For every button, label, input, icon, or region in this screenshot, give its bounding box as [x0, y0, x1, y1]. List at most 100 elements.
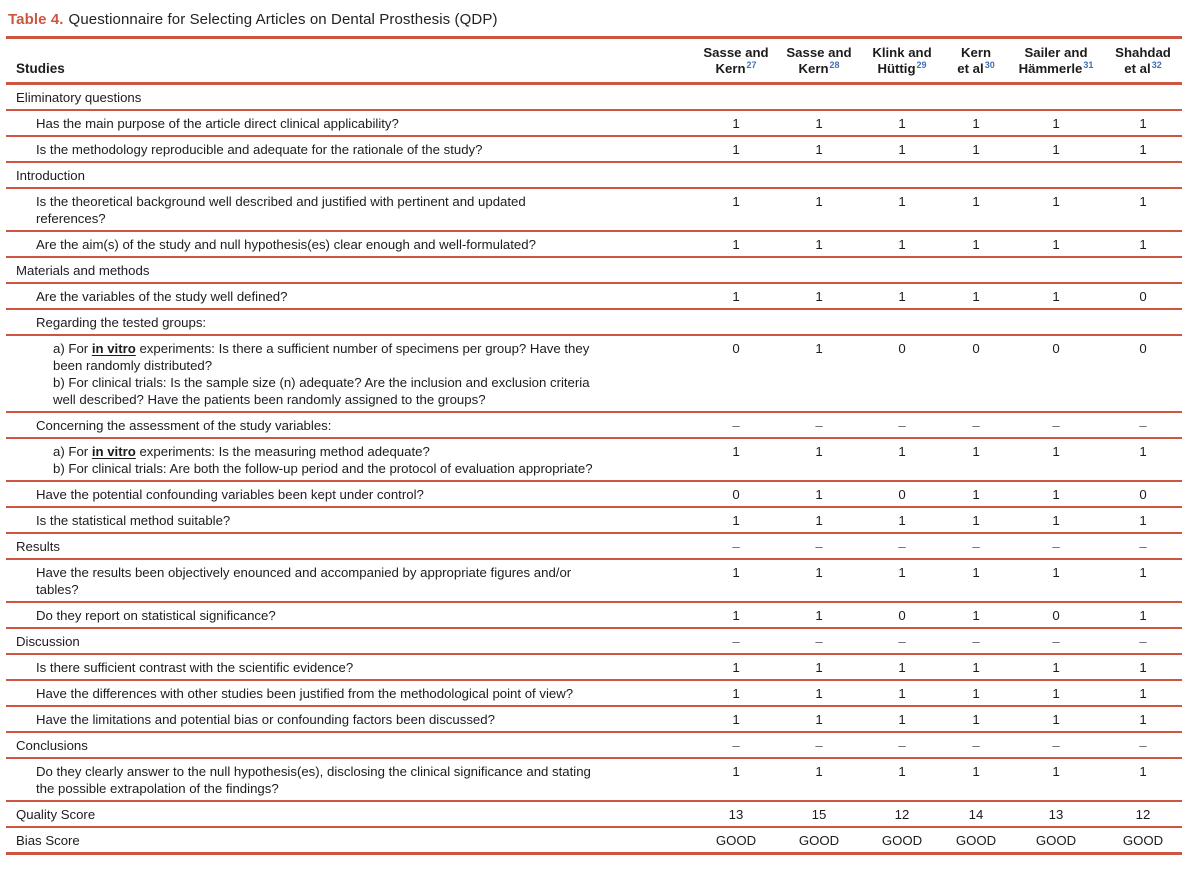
- value-cell: –: [1008, 731, 1104, 758]
- value-cell: 1: [694, 282, 778, 309]
- value-cell: 1: [1008, 757, 1104, 801]
- value-cell: 1: [778, 282, 860, 309]
- value-cell: 1: [694, 558, 778, 602]
- value-cell: [944, 256, 1008, 283]
- value-cell: –: [778, 532, 860, 559]
- table-row: Discussion – – – – – –: [6, 627, 1182, 654]
- value-cell: 1: [1008, 135, 1104, 162]
- question-label: Is the theoretical background well descr…: [6, 187, 694, 231]
- value-cell: 1: [1008, 653, 1104, 680]
- value-cell: 1: [694, 437, 778, 481]
- question-label: a) For in vitro experiments: Is there a …: [6, 334, 694, 412]
- table-row: Do they report on statistical significan…: [6, 601, 1182, 628]
- value-cell: 1: [860, 109, 944, 136]
- reference-superscript: 29: [916, 59, 927, 70]
- value-cell: –: [1008, 627, 1104, 654]
- table-row: Is the statistical method suitable? 1 1 1 1 1…: [6, 506, 1182, 533]
- table-row: Introduction: [6, 161, 1182, 188]
- studies-column-header: Studies: [6, 37, 694, 85]
- value-cell: [944, 82, 1008, 110]
- value-cell: 1: [1104, 558, 1182, 602]
- table-caption-text: Questionnaire for Selecting Articles on …: [68, 11, 498, 28]
- table-row: Has the main purpose of the article dire…: [6, 109, 1182, 136]
- table-row: a) For in vitro experiments: Is there a …: [6, 334, 1182, 412]
- value-cell: [778, 161, 860, 188]
- value-cell: 13: [694, 800, 778, 827]
- table-row: Is the methodology reproducible and adeq…: [6, 135, 1182, 162]
- value-cell: 1: [694, 135, 778, 162]
- value-cell: –: [1104, 411, 1182, 438]
- section-label: Introduction: [6, 161, 694, 188]
- value-cell: 1: [694, 109, 778, 136]
- value-cell: –: [944, 731, 1008, 758]
- value-cell: [694, 82, 778, 110]
- table-body: Eliminatory questions Has the main purpos…: [6, 82, 1182, 854]
- table-row: Are the aim(s) of the study and null hyp…: [6, 230, 1182, 257]
- value-cell: 1: [860, 187, 944, 231]
- value-cell: 0: [694, 480, 778, 507]
- value-cell: 1: [860, 653, 944, 680]
- value-cell: [694, 161, 778, 188]
- value-cell: 1: [944, 506, 1008, 533]
- table-row: Conclusions – – – – – –: [6, 731, 1182, 758]
- value-cell: 0: [1008, 601, 1104, 628]
- study-column-header: Sasse and Kern27: [694, 37, 778, 85]
- value-cell: 1: [778, 679, 860, 706]
- value-cell: –: [778, 627, 860, 654]
- value-cell: 0: [1008, 334, 1104, 412]
- question-label: Is the statistical method suitable?: [6, 506, 694, 533]
- table-row: Do they clearly answer to the null hypot…: [6, 757, 1182, 801]
- value-cell: [1008, 308, 1104, 335]
- value-cell: GOOD: [944, 826, 1008, 854]
- value-cell: 14: [944, 800, 1008, 827]
- value-cell: 0: [944, 334, 1008, 412]
- value-cell: [860, 161, 944, 188]
- value-cell: 1: [1104, 757, 1182, 801]
- value-cell: 1: [860, 679, 944, 706]
- section-label: Results: [6, 532, 694, 559]
- question-label: Has the main purpose of the article dire…: [6, 109, 694, 136]
- value-cell: 1: [1008, 679, 1104, 706]
- value-cell: 0: [860, 334, 944, 412]
- value-cell: 1: [1104, 437, 1182, 481]
- value-cell: 1: [1104, 230, 1182, 257]
- qdp-table: Studies Sasse and Kern27 Sasse and Kern28 Kl…: [6, 36, 1182, 855]
- question-label: Concerning the assessment of the study v…: [6, 411, 694, 438]
- value-cell: [1104, 82, 1182, 110]
- reference-superscript: 27: [746, 59, 757, 70]
- value-cell: 1: [694, 506, 778, 533]
- value-cell: [694, 308, 778, 335]
- value-cell: 1: [778, 757, 860, 801]
- value-cell: 1: [860, 506, 944, 533]
- value-cell: 1: [1104, 187, 1182, 231]
- question-label: Have the potential confounding variables…: [6, 480, 694, 507]
- question-label: Have the results been objectively enounc…: [6, 558, 694, 602]
- value-cell: 1: [944, 705, 1008, 732]
- value-cell: 1: [1008, 282, 1104, 309]
- value-cell: 12: [1104, 800, 1182, 827]
- value-cell: [944, 161, 1008, 188]
- value-cell: 1: [1008, 558, 1104, 602]
- table-row: Quality Score 13 15 12 14 13 12: [6, 800, 1182, 827]
- value-cell: [1104, 161, 1182, 188]
- value-cell: 1: [1008, 437, 1104, 481]
- value-cell: 1: [778, 334, 860, 412]
- value-cell: GOOD: [860, 826, 944, 854]
- value-cell: 0: [860, 601, 944, 628]
- value-cell: [860, 82, 944, 110]
- value-cell: 1: [694, 601, 778, 628]
- value-cell: 1: [944, 187, 1008, 231]
- value-cell: –: [1104, 627, 1182, 654]
- value-cell: –: [778, 731, 860, 758]
- value-cell: 1: [860, 705, 944, 732]
- value-cell: 1: [860, 230, 944, 257]
- value-cell: 1: [944, 480, 1008, 507]
- value-cell: [1008, 161, 1104, 188]
- question-label: Do they clearly answer to the null hypot…: [6, 757, 694, 801]
- value-cell: –: [694, 411, 778, 438]
- reference-superscript: 32: [1151, 59, 1162, 70]
- section-label: Eliminatory questions: [6, 82, 694, 110]
- value-cell: GOOD: [694, 826, 778, 854]
- value-cell: 1: [944, 109, 1008, 136]
- value-cell: –: [944, 411, 1008, 438]
